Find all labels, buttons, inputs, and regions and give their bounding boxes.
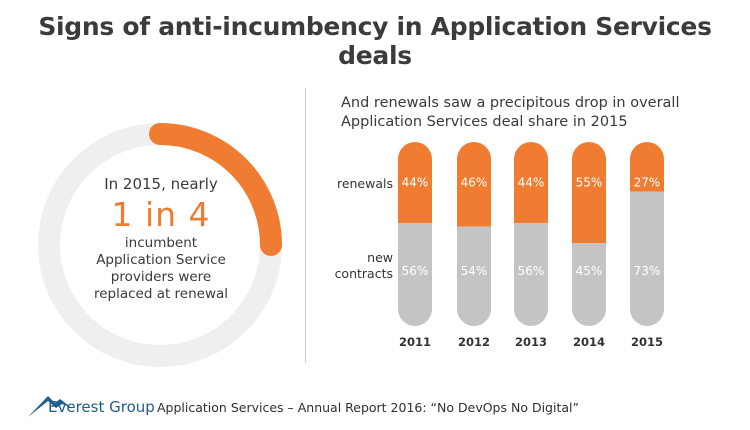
x-tick-label: 2011 xyxy=(399,335,431,349)
legend-new-contracts: new contracts xyxy=(335,250,393,281)
bar-new-contracts xyxy=(572,243,606,326)
bar-new-contracts xyxy=(457,226,491,326)
bar-stack xyxy=(398,142,432,326)
replacement-ring-chart xyxy=(38,123,282,367)
x-tick-label: 2013 xyxy=(515,335,547,349)
ring-rest-text: incumbent Application Service providers … xyxy=(93,235,229,302)
bar-label-new-contracts: 54% xyxy=(461,264,488,278)
legend-renewals: renewals xyxy=(337,176,393,191)
x-tick-label: 2012 xyxy=(458,335,490,349)
bar-label-new-contracts: 45% xyxy=(576,264,603,278)
x-tick-label: 2014 xyxy=(573,335,605,349)
chart-subtitle-line2: Application Services deal share in 2015 xyxy=(341,114,628,130)
bar-new-contracts xyxy=(398,222,432,326)
bar-renewals xyxy=(630,142,664,192)
footer-report-title: Application Services – Annual Report 201… xyxy=(157,400,579,415)
everest-logo-icon xyxy=(28,396,72,417)
bar-stack xyxy=(572,142,606,326)
bar-new-contracts xyxy=(514,222,548,326)
bar-label-renewals: 27% xyxy=(634,175,661,189)
bar-label-renewals: 44% xyxy=(402,175,429,189)
ring-highlight-text: 1 in 4 xyxy=(111,195,211,234)
section-divider xyxy=(305,88,306,363)
bar-label-new-contracts: 56% xyxy=(518,264,545,278)
bar-renewals xyxy=(514,142,548,223)
bar-stack xyxy=(630,142,664,326)
bar-label-renewals: 46% xyxy=(461,175,488,189)
chart-subtitle: And renewals saw a precipitous drop in o… xyxy=(341,94,741,132)
bar-label-renewals: 55% xyxy=(576,175,603,189)
page-title: Signs of anti-incumbency in Application … xyxy=(38,12,712,70)
footer-brand: Everest Group xyxy=(48,398,155,416)
bar-label-new-contracts: 73% xyxy=(634,264,661,278)
chart-subtitle-line1: And renewals saw a precipitous drop in o… xyxy=(341,95,680,111)
ring-callout: In 2015, nearly 1 in 4 incumbent Applica… xyxy=(86,176,236,303)
footer: Everest Group Application Services – Ann… xyxy=(26,391,746,421)
bar-renewals xyxy=(457,142,491,227)
bar-new-contracts xyxy=(630,191,664,326)
ring-lead-text: In 2015, nearly xyxy=(104,175,218,193)
bar-label-renewals: 44% xyxy=(518,175,545,189)
bar-stack xyxy=(514,142,548,326)
ring-highlight-arc xyxy=(149,123,282,256)
bar-renewals xyxy=(572,142,606,244)
bar-renewals xyxy=(398,142,432,223)
bar-stack xyxy=(457,142,491,326)
x-tick-label: 2015 xyxy=(631,335,663,349)
bar-label-new-contracts: 56% xyxy=(402,264,429,278)
